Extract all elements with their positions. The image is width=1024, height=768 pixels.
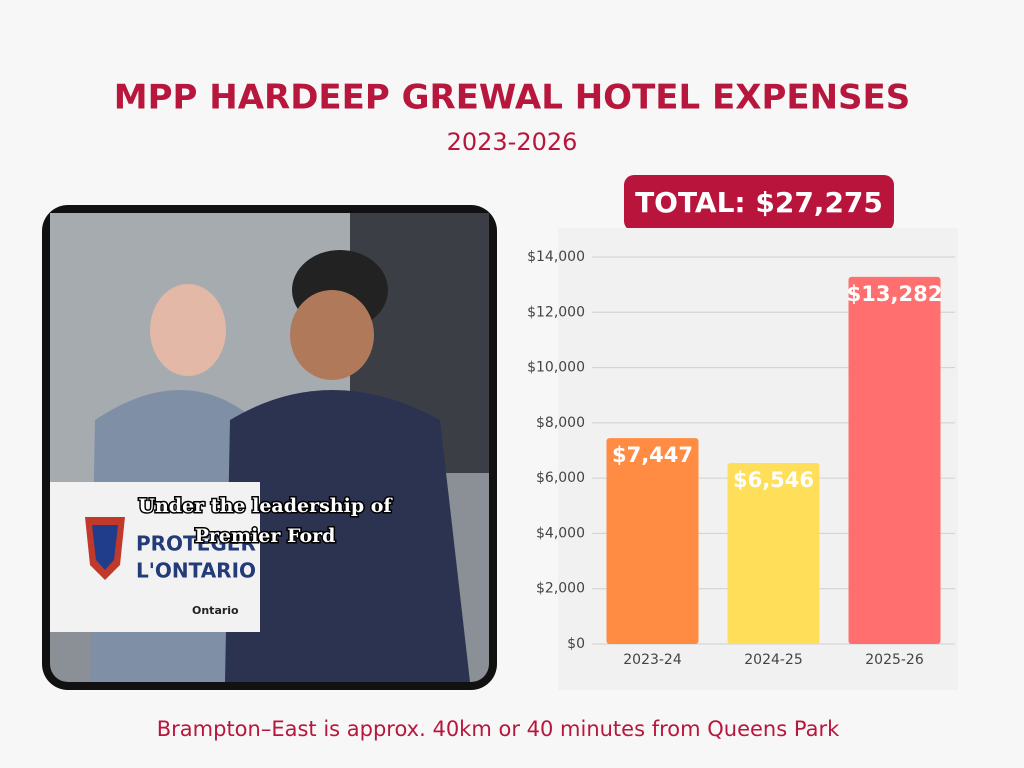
bar [848,276,941,644]
y-tick-label: $14,000 [527,249,585,265]
value-label: $6,546 [733,468,814,492]
y-tick-label: $10,000 [527,360,585,376]
title: MPP HARDEEP GREWAL HOTEL EXPENSES [114,78,911,118]
photo-person [290,290,374,380]
podium-text: L'ONTARIO [136,559,256,583]
bar [606,438,699,644]
value-label: $13,282 [847,282,943,306]
footnote: Brampton–East is approx. 40km or 40 minu… [157,717,840,741]
podium-text: PROTÉGER [136,532,256,556]
y-tick-label: $0 [567,636,585,652]
y-tick-label: $12,000 [527,304,585,320]
photo: PROTÉGER L'ONTARIO Ontario Under the lea… [42,205,497,690]
y-tick-label: $2,000 [536,581,585,597]
photo-person [225,390,470,682]
photo-podium-sign [50,482,260,632]
photo-person [150,284,226,376]
y-tick-label: $4,000 [536,525,585,541]
x-tick-label: 2025-26 [865,652,924,668]
subtitle: 2023-2026 [447,128,578,156]
photo-logo [92,525,118,570]
podium-text: Ontario [192,604,239,617]
total-text: TOTAL: $27,275 [635,186,883,219]
y-tick-label: $6,000 [536,470,585,486]
x-tick-label: 2023-24 [623,652,682,668]
y-tick-label: $8,000 [536,415,585,431]
value-label: $7,447 [612,443,693,467]
photo-caption: Under the leadership of [138,495,393,517]
photo-caption: Premier Ford [195,525,336,547]
x-tick-label: 2024-25 [744,652,803,668]
total-badge [624,175,894,231]
chart: $0 $2,000 $4,000 $6,000 $8,000 $10,000 $12,000… [527,249,955,668]
bar [727,463,820,644]
